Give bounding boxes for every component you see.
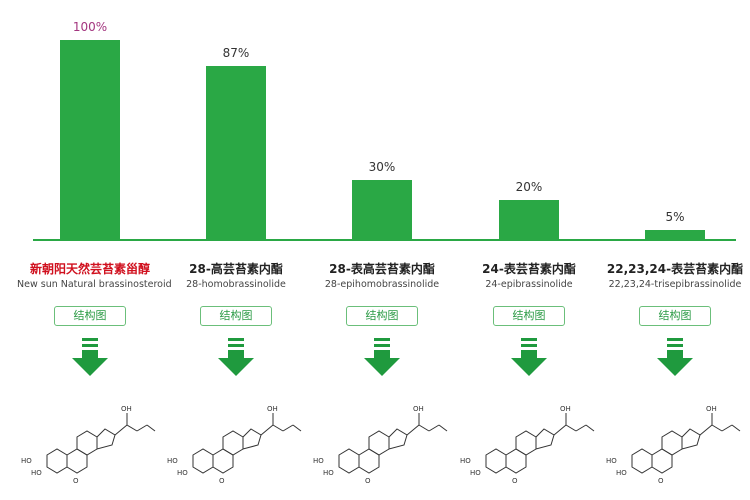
svg-text:O: O: [219, 477, 225, 485]
arrow-down-icon: [511, 338, 547, 376]
category-label: 28-高芸苔素内酯: [189, 262, 283, 276]
category-label-en: 22,23,24-trisepibrassinolide: [608, 279, 742, 290]
bar: [352, 180, 412, 240]
svg-text:O: O: [512, 477, 518, 485]
molecular-structure: HO HO O OH: [17, 385, 163, 485]
svg-text:HO: HO: [606, 457, 617, 465]
svg-text:HO: HO: [313, 457, 324, 465]
bar: [499, 200, 559, 240]
bar-chart: 100% 87% 30% 20% 5%: [33, 20, 736, 241]
bar: [60, 40, 120, 240]
arrow-down-icon: [657, 338, 693, 376]
category-label-en: 28-homobrassinolide: [186, 279, 286, 290]
svg-text:HO: HO: [21, 457, 32, 465]
category-label: 22,23,24-表芸苔素内酯: [606, 262, 744, 276]
category-label: 24-表芸苔素内酯: [482, 262, 576, 276]
molecular-structure: HO HO O OH: [602, 385, 748, 485]
category-label-en: New sun Natural brassinosteroid: [17, 279, 172, 290]
svg-text:OH: OH: [560, 405, 571, 413]
molecular-structure: HO HO O OH: [309, 385, 455, 485]
svg-text:HO: HO: [616, 469, 627, 477]
molecular-structure: HO HO O OH: [456, 385, 602, 485]
svg-text:O: O: [658, 477, 664, 485]
svg-text:HO: HO: [31, 469, 42, 477]
data-label: 20%: [516, 180, 543, 194]
arrow-down-icon: [364, 338, 400, 376]
bar: [645, 230, 705, 240]
category-column: 22,23,24-表芸苔素内酯 22,23,24-trisepibrassino…: [602, 260, 748, 382]
data-label: 100%: [73, 20, 107, 34]
category-column: 28-表高芸苔素内酯 28-epihomobrassinolide 结构图: [309, 260, 455, 382]
data-label: 87%: [223, 46, 250, 60]
svg-text:HO: HO: [470, 469, 481, 477]
data-label: 5%: [665, 210, 684, 224]
svg-text:OH: OH: [706, 405, 717, 413]
arrow-down-icon: [72, 338, 108, 376]
structure-button[interactable]: 结构图: [200, 306, 272, 326]
category-label: 28-表高芸苔素内酯: [329, 262, 435, 276]
structure-button[interactable]: 结构图: [54, 306, 126, 326]
structure-button[interactable]: 结构图: [346, 306, 418, 326]
structure-button[interactable]: 结构图: [639, 306, 711, 326]
svg-text:O: O: [73, 477, 79, 485]
arrow-down-icon: [218, 338, 254, 376]
category-label-en: 28-epihomobrassinolide: [324, 279, 440, 290]
svg-text:O: O: [365, 477, 371, 485]
category-column: 24-表芸苔素内酯 24-epibrassinolide 结构图: [456, 260, 602, 382]
svg-text:HO: HO: [167, 457, 178, 465]
molecular-structure: HO HO O OH: [163, 385, 309, 485]
svg-text:OH: OH: [413, 405, 424, 413]
svg-text:HO: HO: [177, 469, 188, 477]
category-column: 28-高芸苔素内酯 28-homobrassinolide 结构图: [163, 260, 309, 382]
svg-text:OH: OH: [121, 405, 132, 413]
svg-text:OH: OH: [267, 405, 278, 413]
category-label: 新朝阳天然芸苔素甾醇: [29, 262, 150, 276]
svg-text:HO: HO: [323, 469, 334, 477]
svg-text:HO: HO: [460, 457, 471, 465]
data-label: 30%: [369, 160, 396, 174]
category-column: 新朝阳天然芸苔素甾醇 New sun Natural brassinostero…: [17, 260, 172, 382]
category-label-en: 24-epibrassinolide: [485, 279, 573, 290]
structure-button[interactable]: 结构图: [493, 306, 565, 326]
bar: [206, 66, 266, 240]
